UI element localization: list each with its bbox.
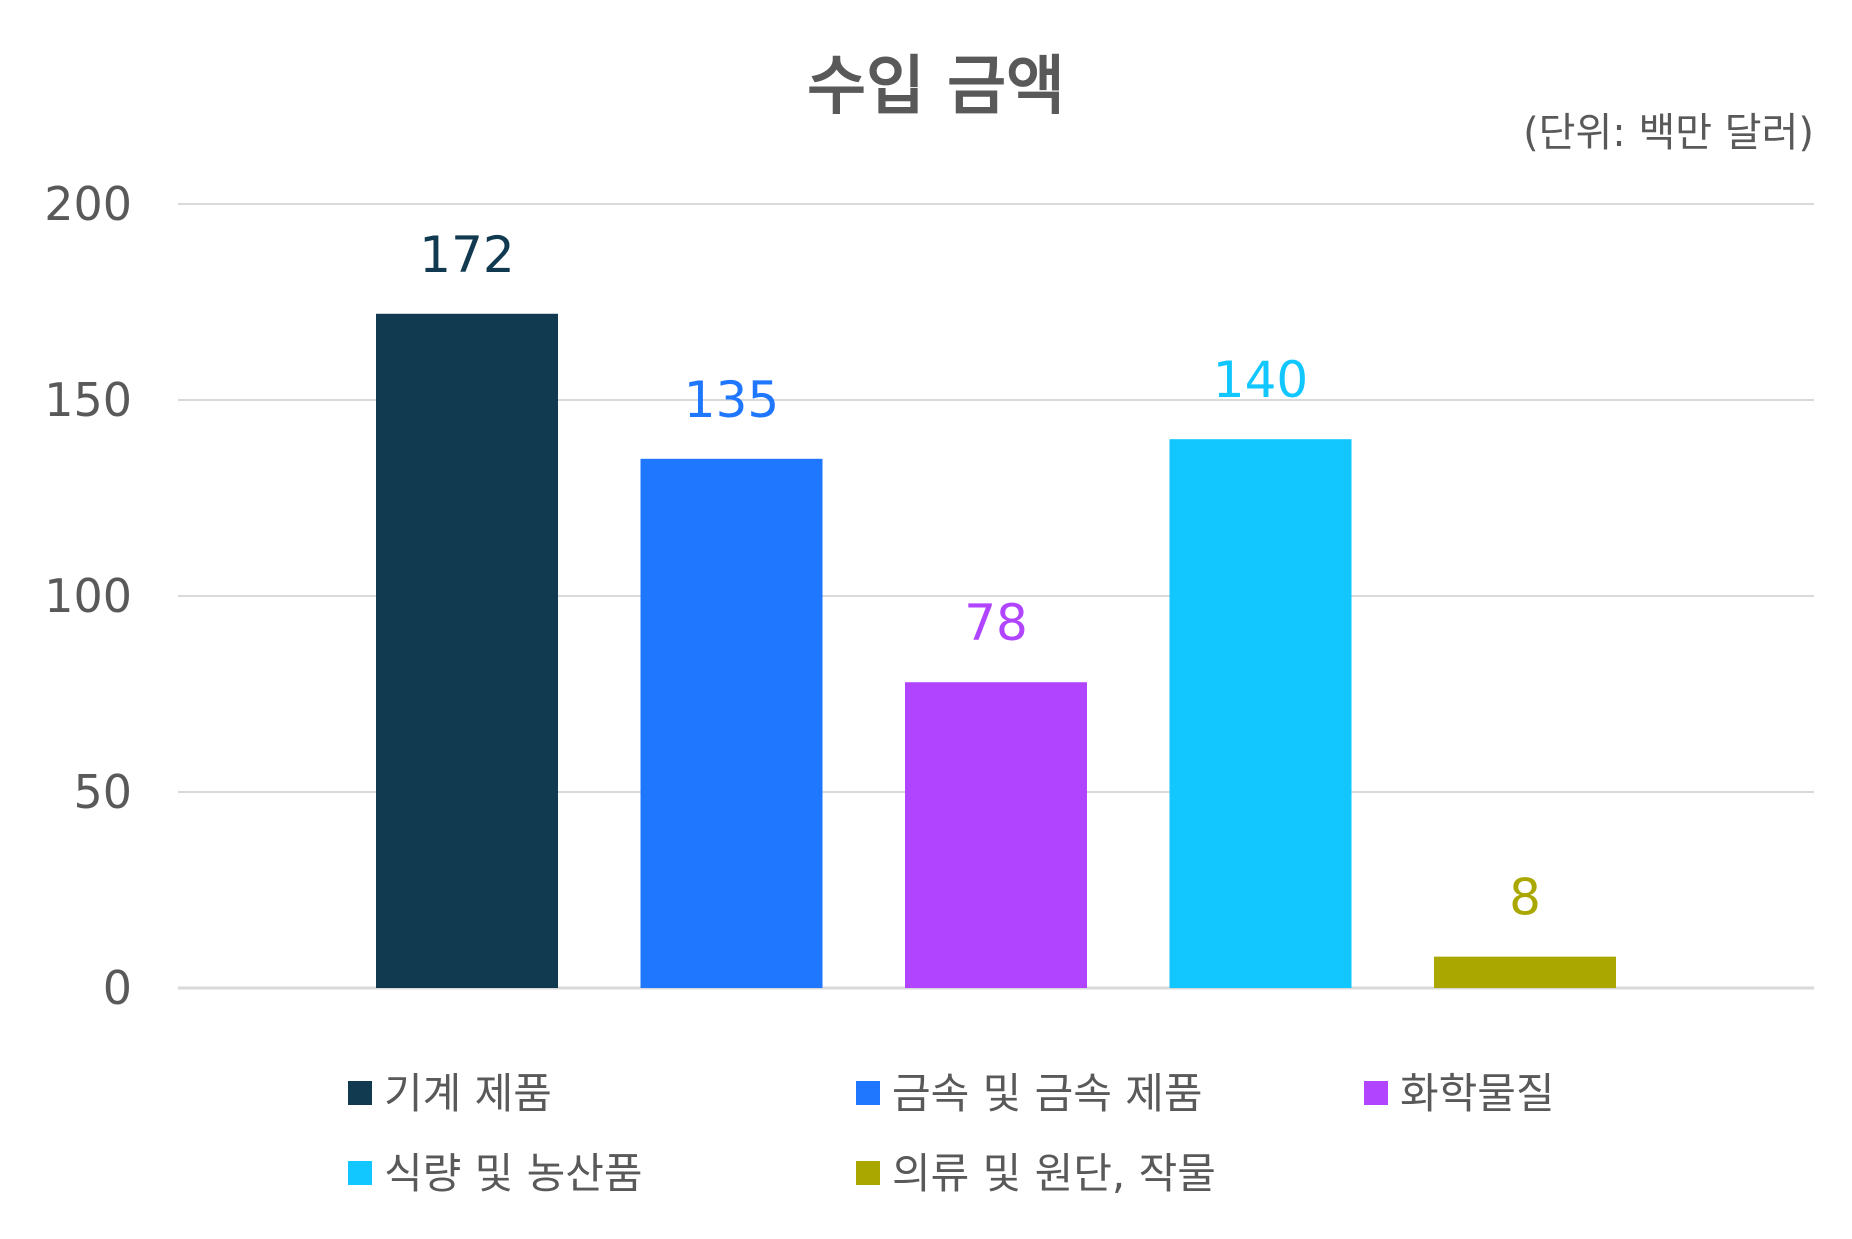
unit-note: (단위: 백만 달러) (1523, 110, 1814, 156)
bar (376, 313, 558, 988)
data-label: 78 (964, 594, 1028, 652)
y-tick-label: 100 (44, 569, 132, 623)
legend-label: 금속 및 금속 제품 (892, 1069, 1203, 1118)
bar (640, 458, 823, 988)
chart-title: 수입 금액 (807, 50, 1065, 124)
legend-swatch (1364, 1081, 1388, 1105)
legend-label: 기계 제품 (384, 1069, 552, 1118)
y-axis-ticks: 0 50 100 150 200 (44, 177, 132, 1015)
legend-swatch (348, 1161, 372, 1185)
y-tick-label: 0 (103, 961, 132, 1015)
y-tick-label: 200 (44, 177, 132, 231)
legend-label: 의류 및 원단, 작물 (892, 1149, 1216, 1198)
data-label: 8 (1509, 869, 1541, 927)
y-tick-label: 150 (44, 373, 132, 427)
y-tick-label: 50 (73, 765, 132, 819)
bars (376, 313, 1616, 988)
legend-label: 화학물질 (1400, 1069, 1555, 1118)
data-labels: 172 135 78 140 8 (419, 226, 1541, 927)
bar (1434, 956, 1616, 988)
data-label: 140 (1213, 351, 1308, 409)
bar (1169, 439, 1352, 988)
data-label: 172 (419, 226, 514, 284)
legend-swatch (856, 1161, 880, 1185)
legend-swatch (856, 1081, 880, 1105)
bar (905, 682, 1087, 988)
legend-swatch (348, 1081, 372, 1105)
legend-label: 식량 및 농산품 (384, 1149, 643, 1198)
data-label: 135 (684, 371, 779, 429)
